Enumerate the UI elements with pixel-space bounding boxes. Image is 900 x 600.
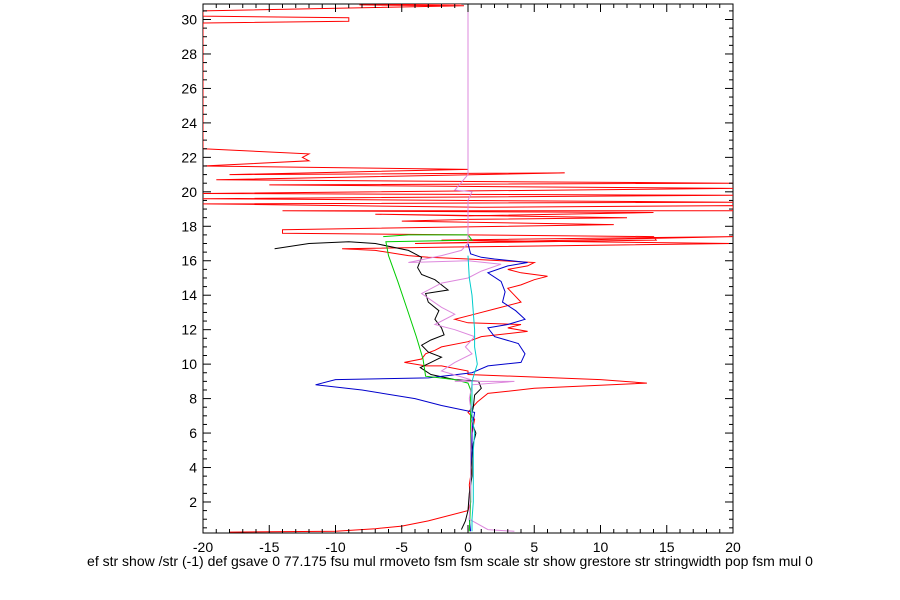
x-tick-label: 5 (530, 539, 538, 555)
y-tick-label: 30 (181, 12, 197, 28)
y-tick-label: 16 (181, 253, 197, 269)
y-tick-label: 24 (181, 115, 197, 131)
axis-layer: -20 -15 -10 -5 0 5 10 15 20246810121416182022242… (181, 4, 741, 555)
x-tick-label: 15 (659, 539, 675, 555)
y-tick-label: 2 (189, 494, 197, 510)
series-line-3 (315, 243, 528, 532)
series-line-5 (408, 4, 515, 532)
y-tick-label: 12 (181, 322, 197, 338)
x-tick-label: -10 (325, 539, 345, 555)
y-tick-label: 20 (181, 184, 197, 200)
series-layer (203, 4, 733, 533)
y-tick-label: 22 (181, 149, 197, 165)
x-tick-label: 0 (464, 539, 472, 555)
x-tick-label: -20 (193, 539, 213, 555)
y-tick-label: 26 (181, 80, 197, 96)
series-line-1 (203, 4, 733, 533)
series-line-2 (274, 241, 482, 530)
x-tick-label: 10 (593, 539, 609, 555)
x-axis-label: ef str show /str (-1) def gsave 0 77.175… (87, 553, 813, 569)
y-tick-label: 8 (189, 391, 197, 407)
series-line-6 (467, 255, 478, 532)
series-line-4 (383, 234, 474, 532)
y-tick-label: 4 (189, 460, 197, 476)
y-tick-label: 6 (189, 425, 197, 441)
x-tick-label: -5 (396, 539, 409, 555)
x-tick-label: 20 (725, 539, 741, 555)
y-tick-label: 28 (181, 46, 197, 62)
y-tick-label: 10 (181, 356, 197, 372)
y-tick-label: 14 (181, 287, 197, 303)
x-tick-label: -15 (259, 539, 279, 555)
y-tick-label: 18 (181, 218, 197, 234)
